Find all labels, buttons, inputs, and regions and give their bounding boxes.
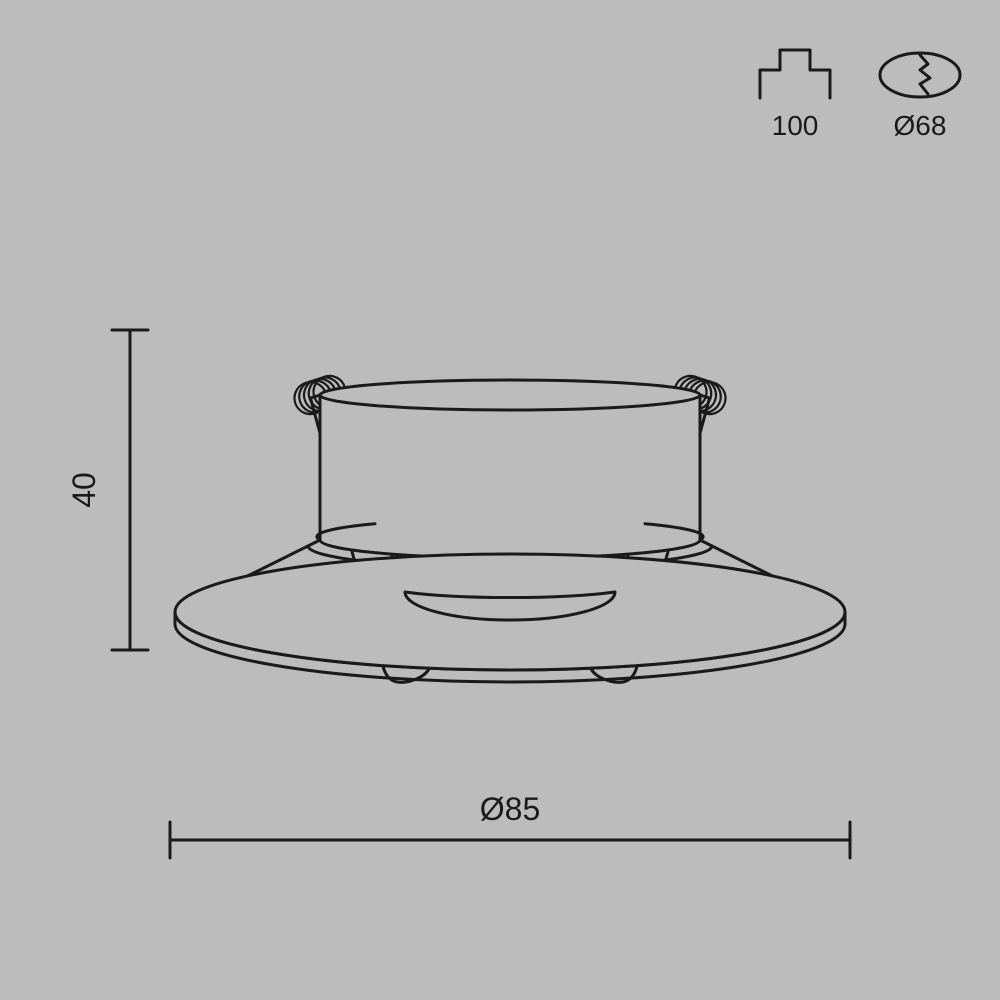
dim-width-label: Ø85 [480, 791, 540, 827]
dim-height-label: 40 [66, 472, 102, 508]
dim-width [170, 822, 850, 858]
downlight-body [175, 380, 845, 682]
depth-icon [760, 50, 830, 98]
cutout-icon-label: Ø68 [894, 110, 947, 141]
cutout-icon [880, 53, 960, 97]
trim-face [175, 554, 845, 670]
dim-height [112, 330, 148, 650]
depth-icon-label: 100 [772, 110, 819, 141]
technical-drawing: 100 Ø68 40 Ø85 [0, 0, 1000, 1000]
